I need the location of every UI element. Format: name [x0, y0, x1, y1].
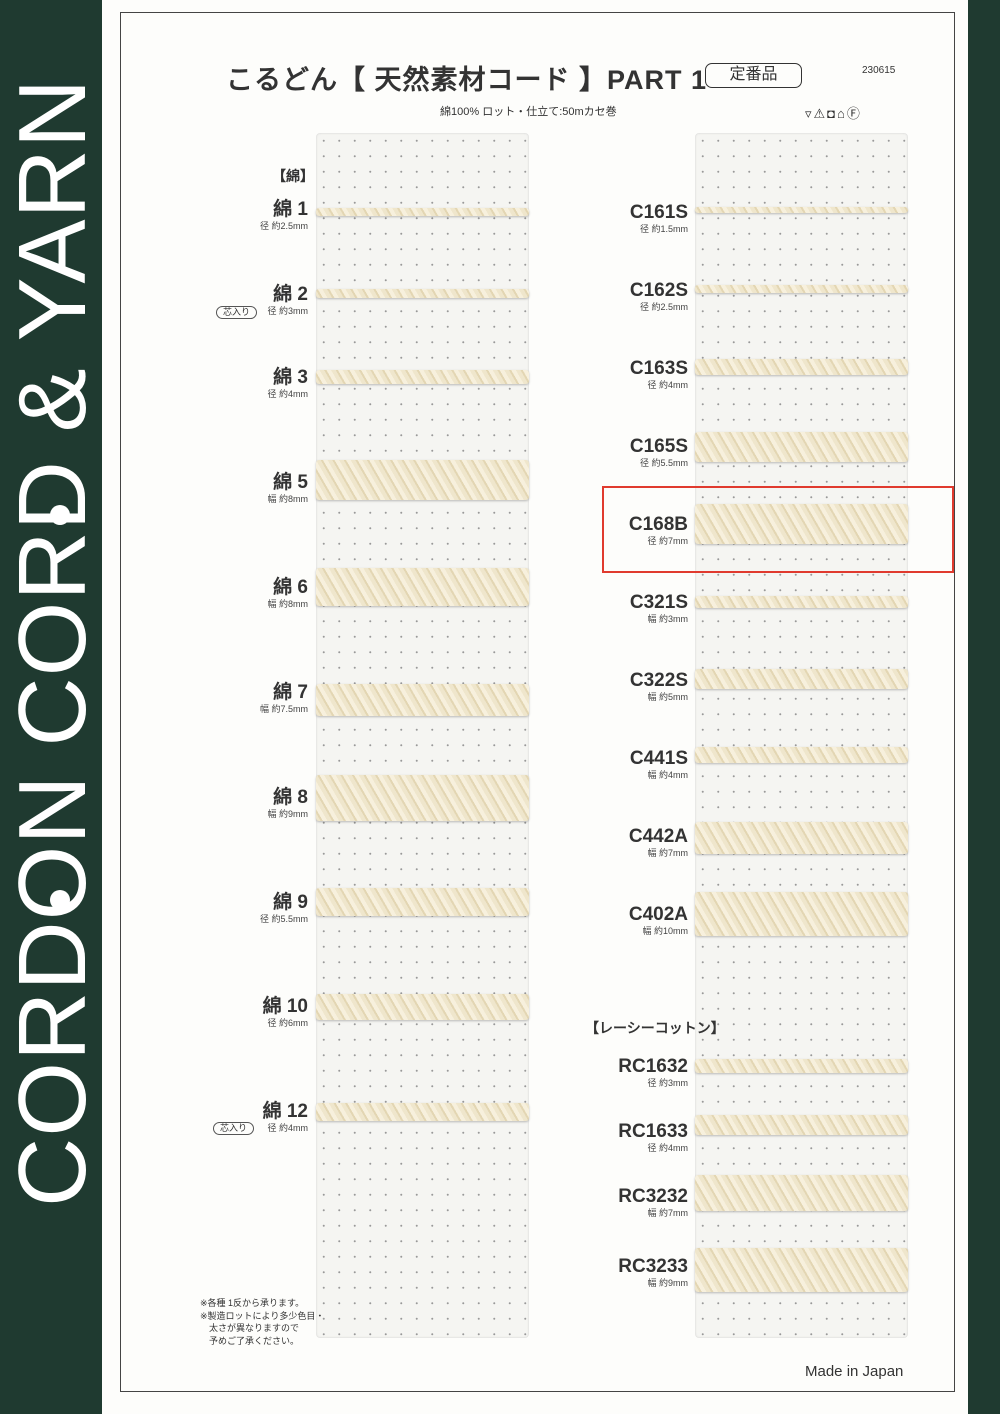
product-label: C165S 径 約5.5mm	[629, 436, 688, 469]
cord-sample	[316, 370, 529, 384]
product-label: C441S 幅 約4mm	[629, 748, 688, 781]
binder-hole	[50, 505, 70, 525]
cord-sample	[316, 684, 529, 716]
date-code: 230615	[862, 65, 896, 76]
cord-sample	[695, 1059, 908, 1073]
product-label: RC1633 径 約4mm	[618, 1121, 688, 1154]
product-label: C442A 幅 約7mm	[628, 826, 688, 859]
page-title: こるどん【 天然素材コード 】PART 1	[226, 65, 708, 95]
cord-sample	[316, 1103, 529, 1121]
product-label: C161S 径 約1.5mm	[629, 202, 688, 235]
cord-sample	[695, 207, 908, 213]
cord-sample	[316, 289, 529, 298]
product-label: 綿 12 径 約4mm	[262, 1101, 308, 1134]
cord-sample	[695, 596, 908, 608]
made-in-japan: Made in Japan	[805, 1363, 904, 1380]
cord-sample	[695, 892, 908, 936]
cord-sample	[316, 775, 529, 821]
core-badge: 芯入り	[216, 306, 258, 319]
cord-sample	[695, 1248, 908, 1292]
cord-sample	[316, 888, 529, 916]
cord-sample	[316, 460, 529, 500]
product-label: C322S 幅 約5mm	[629, 670, 688, 703]
cord-sample	[316, 994, 529, 1020]
product-label: 綿 10 径 約6mm	[262, 996, 308, 1029]
cord-sample	[695, 504, 908, 544]
cord-sample	[695, 1115, 908, 1135]
core-badge: 芯入り	[213, 1122, 255, 1135]
cord-sample	[695, 822, 908, 854]
cord-sample	[316, 568, 529, 606]
right-band	[968, 0, 1000, 1414]
side-title: CORDON CORD & YARN	[0, 77, 106, 1207]
binder-hole	[50, 890, 70, 910]
section-heading-lacy-cotton: 【レーシーコットン】	[585, 1020, 725, 1036]
cord-sample	[695, 747, 908, 763]
product-label: C163S 径 約4mm	[629, 358, 688, 391]
product-label-highlighted: C168B 径 約7mm	[628, 514, 688, 547]
notes: ※各種 1反から承ります。 ※製造ロットにより多少色目・ 太さが異なりますので …	[200, 1298, 325, 1346]
side-band: CORDON CORD & YARN	[0, 0, 106, 1414]
standard-badge: 定番品	[705, 63, 802, 88]
sample-card-right	[695, 133, 908, 1338]
sample-card-left	[316, 133, 529, 1338]
product-label: C402A 幅 約10mm	[628, 904, 688, 937]
cord-sample	[695, 359, 908, 375]
product-label: RC3232 幅 約7mm	[618, 1186, 688, 1219]
care-symbols-icon: ▿⚠◘⌂Ⓕ	[805, 106, 862, 121]
subtitle: 綿100% ロット・仕立て:50mカセ巻	[440, 106, 617, 118]
product-label: C321S 幅 約3mm	[629, 592, 688, 625]
cord-sample	[695, 285, 908, 293]
page-frame	[120, 12, 955, 1392]
product-label: RC3233 幅 約9mm	[618, 1256, 688, 1289]
product-label: RC1632 径 約3mm	[618, 1056, 688, 1089]
cord-sample	[695, 669, 908, 689]
product-label: C162S 径 約2.5mm	[629, 280, 688, 313]
cord-sample	[316, 208, 529, 216]
cord-sample	[695, 432, 908, 462]
highlight-box	[602, 486, 954, 573]
section-heading-cotton: 【綿】	[272, 168, 314, 184]
cord-sample	[695, 1175, 908, 1211]
